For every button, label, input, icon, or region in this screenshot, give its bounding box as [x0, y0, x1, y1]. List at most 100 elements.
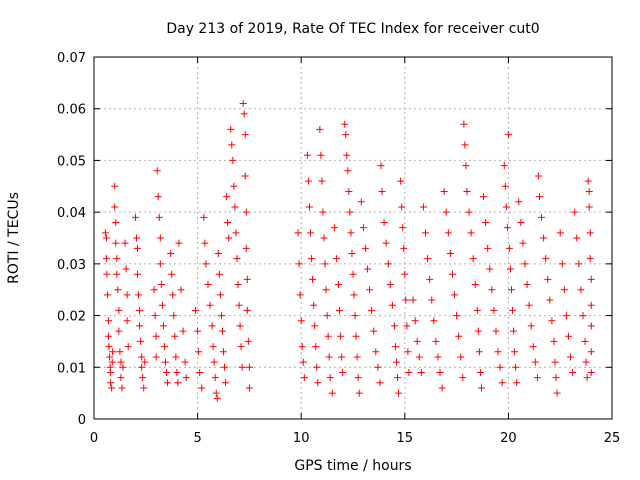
data-point	[107, 379, 115, 387]
data-point	[587, 301, 595, 309]
data-point	[220, 348, 227, 356]
data-point	[156, 260, 164, 268]
y-tick-label: 0.02	[57, 310, 86, 325]
data-point	[297, 317, 305, 325]
data-point	[378, 187, 386, 195]
data-point	[236, 322, 244, 330]
data-point	[510, 327, 518, 335]
data-point	[173, 368, 181, 376]
data-point	[138, 353, 146, 361]
data-point	[533, 374, 541, 382]
data-point	[210, 358, 218, 366]
data-point	[105, 332, 113, 340]
data-point	[211, 374, 219, 382]
data-point	[405, 368, 413, 376]
data-point	[316, 125, 324, 133]
data-point	[473, 306, 481, 314]
data-point	[529, 343, 537, 351]
data-point	[494, 348, 502, 356]
data-point	[194, 327, 202, 335]
data-point	[438, 384, 446, 392]
data-point	[540, 234, 548, 242]
data-point	[108, 358, 116, 366]
data-point	[484, 244, 492, 252]
data-point	[227, 125, 235, 133]
data-point	[245, 384, 253, 392]
data-point	[455, 332, 463, 340]
data-point	[411, 317, 419, 325]
data-point	[137, 337, 145, 345]
data-point	[111, 182, 119, 190]
data-point	[506, 265, 514, 273]
data-point	[112, 239, 120, 247]
data-point	[542, 255, 550, 263]
data-point	[121, 239, 129, 247]
data-point	[158, 301, 166, 309]
data-point	[366, 286, 374, 294]
data-point	[453, 312, 461, 320]
data-point	[102, 234, 110, 242]
data-point	[317, 151, 325, 159]
data-point	[465, 208, 473, 216]
roti-series	[101, 100, 595, 402]
data-point	[217, 312, 225, 320]
data-point	[113, 270, 121, 278]
data-point	[508, 286, 516, 294]
data-point	[480, 193, 488, 201]
data-point	[577, 286, 585, 294]
data-point	[515, 198, 523, 206]
x-tick-label: 15	[397, 431, 414, 446]
data-point	[206, 301, 214, 309]
data-point	[345, 187, 353, 195]
y-tick-label: 0.03	[57, 258, 86, 273]
x-tick-label: 5	[193, 431, 201, 446]
data-point	[368, 306, 376, 314]
tick-labels: 0 0.01 0.02 0.03 0.04 0.05 0.06 0.07 0 5 10 15 20 25	[57, 51, 620, 446]
data-point	[581, 337, 589, 345]
x-tick-label: 25	[604, 431, 621, 446]
data-point	[161, 358, 169, 366]
data-point	[204, 281, 212, 289]
data-point	[440, 187, 448, 195]
data-point	[108, 384, 116, 392]
data-point	[123, 317, 131, 325]
data-point	[344, 167, 352, 175]
data-point	[135, 291, 143, 299]
data-point	[105, 317, 113, 325]
data-point	[323, 312, 331, 320]
data-point	[139, 374, 147, 382]
data-point	[498, 379, 506, 387]
data-point	[517, 218, 525, 226]
data-point	[174, 379, 182, 387]
data-point	[519, 239, 527, 247]
data-point	[492, 327, 500, 335]
data-point	[382, 239, 390, 247]
data-point	[569, 368, 577, 376]
data-point	[136, 322, 144, 330]
data-point	[112, 218, 120, 226]
data-point	[587, 348, 595, 356]
data-point	[501, 182, 509, 190]
data-point	[212, 389, 220, 397]
data-point	[504, 131, 512, 139]
data-point	[482, 218, 490, 226]
data-point	[462, 162, 470, 170]
data-point	[295, 260, 303, 268]
y-tick-label: 0.06	[57, 103, 86, 118]
data-point	[299, 358, 307, 366]
data-point	[218, 327, 226, 335]
data-point	[444, 229, 452, 237]
data-point	[446, 250, 454, 258]
data-point	[196, 368, 204, 376]
data-point	[324, 332, 332, 340]
data-point	[175, 239, 183, 247]
data-point	[332, 255, 340, 263]
data-point	[471, 281, 479, 289]
data-point	[426, 275, 434, 283]
data-point	[201, 239, 209, 247]
data-point	[457, 353, 465, 361]
data-point	[242, 208, 250, 216]
data-point	[152, 332, 160, 340]
data-point	[403, 322, 411, 330]
data-point	[550, 337, 558, 345]
